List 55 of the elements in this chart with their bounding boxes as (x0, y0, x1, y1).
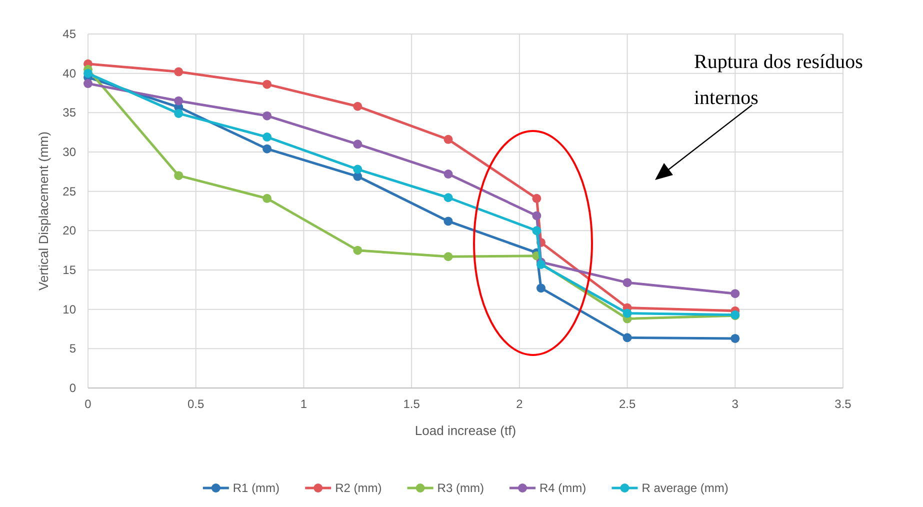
legend-label: R2 (mm) (335, 481, 382, 495)
point (730, 289, 740, 298)
point (622, 308, 632, 318)
x-tick-label: 0 (84, 397, 92, 411)
x-axis-title: Load increase (tf) (414, 423, 516, 438)
x-tick-label: 1 (300, 397, 308, 411)
x-tick-label: 3.5 (834, 397, 852, 411)
legend-label: R4 (mm) (540, 481, 586, 495)
point (353, 140, 362, 149)
point (532, 194, 542, 203)
y-tick-label: 10 (62, 302, 76, 316)
annotation: Ruptura dos resíduos internos (694, 51, 864, 109)
point (353, 164, 362, 174)
point (262, 132, 272, 142)
y-tick-label: 20 (62, 224, 76, 238)
point (444, 170, 453, 179)
point (174, 108, 184, 118)
point (174, 171, 184, 180)
point (262, 194, 272, 203)
point (622, 333, 632, 342)
point (174, 96, 184, 106)
legend-label: R average (mm) (642, 481, 728, 495)
x-tick-label: 3 (732, 397, 739, 411)
point (174, 67, 184, 76)
y-tick-label: 45 (62, 27, 76, 41)
point (84, 79, 92, 88)
point (262, 80, 272, 89)
y-tick-label: 25 (62, 184, 76, 198)
y-tick-label: 40 (62, 66, 76, 80)
y-tick-label: 5 (69, 342, 76, 356)
point (444, 216, 453, 226)
y-tick-label: 35 (62, 106, 76, 120)
point (444, 134, 453, 144)
x-tick-label: 1.5 (403, 397, 420, 411)
y-tick-label: 0 (69, 381, 76, 395)
point (353, 102, 362, 111)
point (532, 211, 542, 220)
point (532, 226, 542, 236)
point (730, 334, 740, 343)
point (353, 246, 362, 255)
legend-label: R3 (mm) (437, 481, 484, 495)
point (444, 252, 453, 262)
point (444, 193, 453, 202)
point (262, 144, 272, 154)
point (622, 278, 632, 288)
point (262, 111, 272, 120)
x-tick-label: 2.5 (618, 397, 636, 411)
y-tick-label: 15 (62, 263, 76, 277)
legend-label: R1 (mm) (232, 481, 280, 495)
y-axis-title: Vertical Displacement (mm) (36, 132, 51, 290)
y-tick-label: 30 (62, 145, 76, 159)
x-tick-label: 0.5 (188, 397, 205, 411)
point (536, 284, 546, 293)
point (84, 68, 92, 78)
x-tick-label: 2 (516, 397, 524, 411)
